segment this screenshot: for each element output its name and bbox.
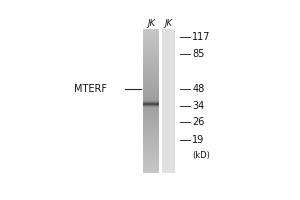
Text: 117: 117: [192, 32, 211, 42]
Text: JK: JK: [147, 19, 155, 28]
Text: 19: 19: [192, 135, 204, 145]
Text: JK: JK: [164, 19, 172, 28]
Text: 26: 26: [192, 117, 205, 127]
Text: MTERF: MTERF: [74, 84, 107, 94]
Text: 85: 85: [192, 49, 205, 59]
Text: 48: 48: [192, 84, 204, 94]
Text: 34: 34: [192, 101, 204, 111]
Text: (kD): (kD): [192, 151, 210, 160]
